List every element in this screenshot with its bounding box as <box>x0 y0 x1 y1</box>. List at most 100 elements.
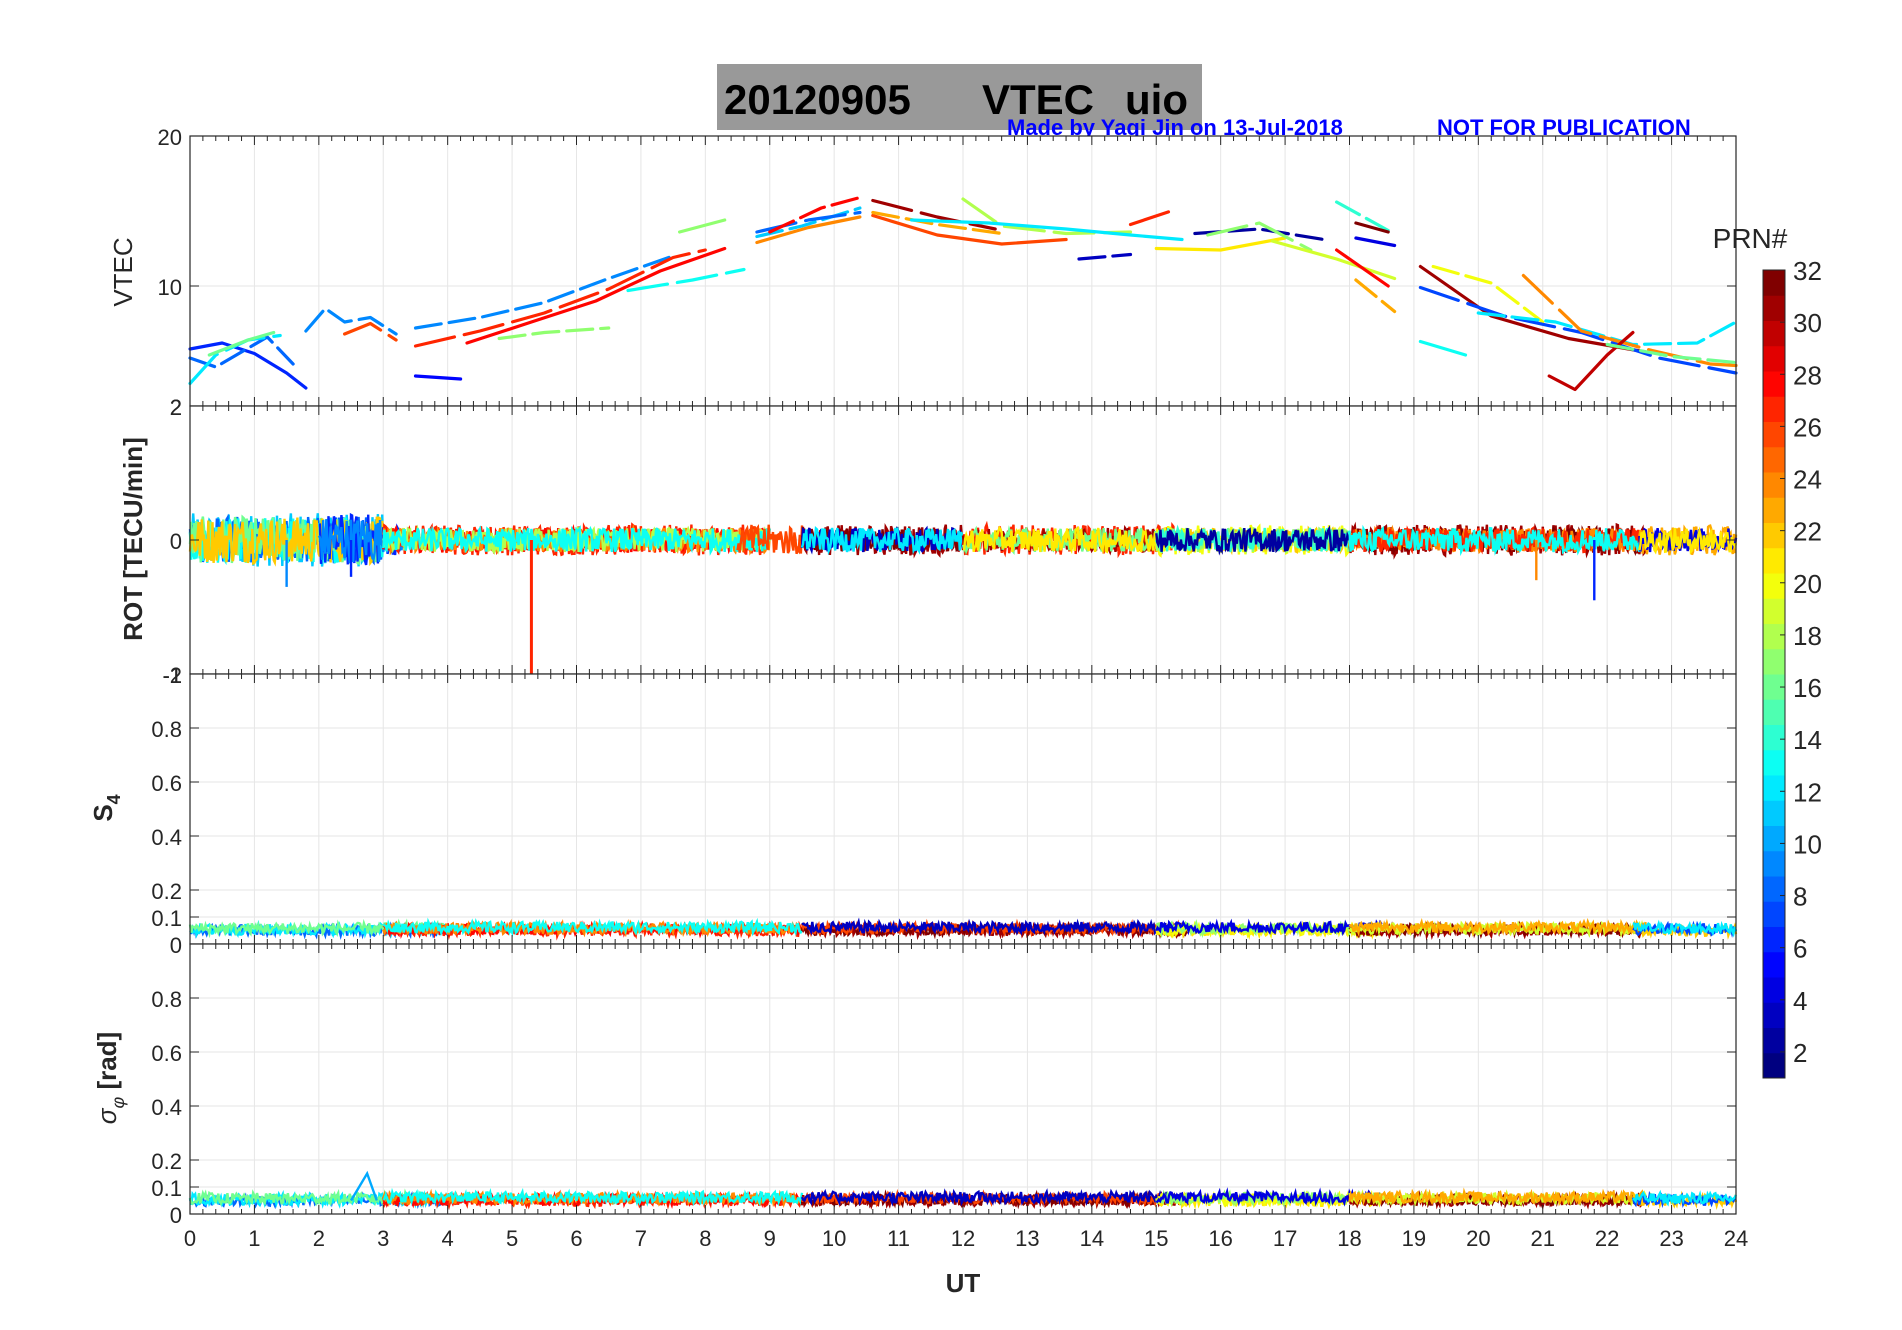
rot-y-tick-label: -2 <box>162 663 182 688</box>
x-tick-label-14: 14 <box>1080 1226 1104 1251</box>
colorbar-tick-label: 8 <box>1793 882 1807 912</box>
vtec-series-prn-9 <box>413 254 675 330</box>
sigma-y-tick-label: 0.1 <box>151 1176 182 1201</box>
colorbar-band-16 <box>1763 674 1785 700</box>
x-tick-label-19: 19 <box>1402 1226 1426 1251</box>
colorbar-tick-label: 18 <box>1793 621 1822 651</box>
s4-extra-tick-label-0: 0 <box>170 933 182 958</box>
vtec-y-tick-label: 20 <box>158 125 182 150</box>
colorbar-band-1 <box>1763 1052 1785 1079</box>
colorbar-band-14 <box>1763 724 1785 751</box>
x-tick-label-3: 3 <box>377 1226 389 1251</box>
rot-extra-tick-label: -1 <box>162 663 182 688</box>
colorbar-band-21 <box>1763 547 1785 574</box>
vtec-series-prn-32 <box>1354 221 1390 234</box>
colorbar-band-30 <box>1763 320 1785 347</box>
s4-y-tick-label: 0.2 <box>151 879 182 904</box>
rot-trace-prn-21 <box>962 525 1177 555</box>
colorbar-band-11 <box>1763 800 1785 826</box>
vtec-series-prn-27 <box>413 248 707 348</box>
rot-y-tick-label: 2 <box>170 395 182 420</box>
colorbar-tick-label: 12 <box>1793 777 1822 807</box>
x-tick-label-18: 18 <box>1337 1226 1361 1251</box>
vtec-extra-tick-label: 2 <box>170 395 182 420</box>
x-tick-label-5: 5 <box>506 1226 518 1251</box>
title-background <box>717 64 1202 130</box>
vtec-series-prn-8 <box>755 210 862 234</box>
s4-ylabel: S4 <box>88 794 124 821</box>
vtec-series-prn-28 <box>1335 248 1390 288</box>
colorbar-band-7 <box>1763 901 1785 927</box>
x-tick-label-4: 4 <box>442 1226 454 1251</box>
vtec-series-prn-18 <box>961 197 1133 236</box>
colorbar-band-28 <box>1763 371 1785 397</box>
s4-trace-prn-12 <box>1632 919 1738 938</box>
vtec-series-prn-31 <box>871 198 997 231</box>
svg-text:S4: S4 <box>88 794 124 821</box>
s4-data <box>188 917 1738 941</box>
colorbar-band-8 <box>1763 876 1785 902</box>
rot-y-tick-label: 0 <box>170 529 182 554</box>
rot-x-ticks <box>189 406 1737 674</box>
rot-panel: -2 0 2 <box>162 395 1738 688</box>
s4-panel: 0.10.2 0.4 0.6 0.8 <box>151 673 1738 945</box>
vtec-series-prn-6 <box>188 341 308 390</box>
x-tick-label-0: 0 <box>184 1226 196 1251</box>
colorbar-band-6 <box>1763 926 1785 953</box>
vtec-series-prn-9 <box>304 306 398 336</box>
vtec-series-prn-26 <box>871 213 1068 246</box>
s4-trace-prn-13 <box>382 917 804 937</box>
x-tick-label-22: 22 <box>1595 1226 1619 1251</box>
s4-extra-tick-label-1: 1 <box>170 663 182 688</box>
x-tick-label-24: 24 <box>1724 1226 1748 1251</box>
colorbar-band-19 <box>1763 598 1785 624</box>
x-tick-label-8: 8 <box>699 1226 711 1251</box>
x-axis-title: UT <box>946 1268 981 1298</box>
colorbar-band-23 <box>1763 497 1785 523</box>
vtec-series-prn-3 <box>1077 252 1133 261</box>
colorbar-band-15 <box>1763 699 1785 725</box>
sigma-y-tick-label: 0.8 <box>151 987 182 1012</box>
sigma-grid <box>190 944 1736 1215</box>
s4-y-tick-label: 0.1 <box>151 906 182 931</box>
x-tick-label-17: 17 <box>1273 1226 1297 1251</box>
vtec-series-prn-16 <box>207 330 276 357</box>
colorbar-band-22 <box>1763 522 1785 549</box>
colorbar-band-10 <box>1763 825 1785 852</box>
x-tick-label-23: 23 <box>1659 1226 1683 1251</box>
x-tick-label-20: 20 <box>1466 1226 1490 1251</box>
colorbar-tick-label: 22 <box>1793 517 1822 547</box>
rot-trace-prn-12 <box>800 526 965 556</box>
vtec-series-prn-17 <box>678 218 727 234</box>
x-tick-label-1: 1 <box>248 1226 260 1251</box>
x-tick-label-12: 12 <box>951 1226 975 1251</box>
colorbar-band-24 <box>1763 472 1785 498</box>
s4-x-ticks <box>189 674 1737 944</box>
vtec-series-prn-30 <box>1547 330 1635 392</box>
vtec-y-tick-label: 10 <box>158 275 182 300</box>
vtec-series-prn-23 <box>871 210 1004 236</box>
vtec-series-prn-17 <box>497 326 611 341</box>
vtec-series-prn-4 <box>1354 236 1397 248</box>
colorbar-band-13 <box>1763 749 1785 776</box>
colorbar-tick-label: 6 <box>1793 934 1807 964</box>
vtec-data <box>188 195 1738 392</box>
s4-trace-prn-4 <box>1155 918 1383 937</box>
x-tick-label-21: 21 <box>1531 1226 1555 1251</box>
rot-trace-prn-2 <box>1155 525 1351 556</box>
colorbar-band-9 <box>1763 850 1785 877</box>
x-tick-label-10: 10 <box>822 1226 846 1251</box>
s4-y-tick-label: 0.4 <box>151 825 182 850</box>
title-station: uio <box>1125 76 1188 123</box>
sigma-trace-prn-12 <box>1632 1189 1738 1207</box>
colorbar-band-17 <box>1763 648 1785 675</box>
vtec-series-prn-23 <box>1354 278 1397 314</box>
colorbar-band-26 <box>1763 421 1785 448</box>
colorbar-band-25 <box>1763 446 1785 473</box>
colorbar-tick-label: 28 <box>1793 360 1822 390</box>
colorbar-tick-label: 20 <box>1793 569 1822 599</box>
figure-title: 20120905 VTEC uio <box>717 64 1202 130</box>
x-tick-label-2: 2 <box>313 1226 325 1251</box>
s4-grid <box>190 674 1736 944</box>
colorbar-band-18 <box>1763 623 1785 650</box>
